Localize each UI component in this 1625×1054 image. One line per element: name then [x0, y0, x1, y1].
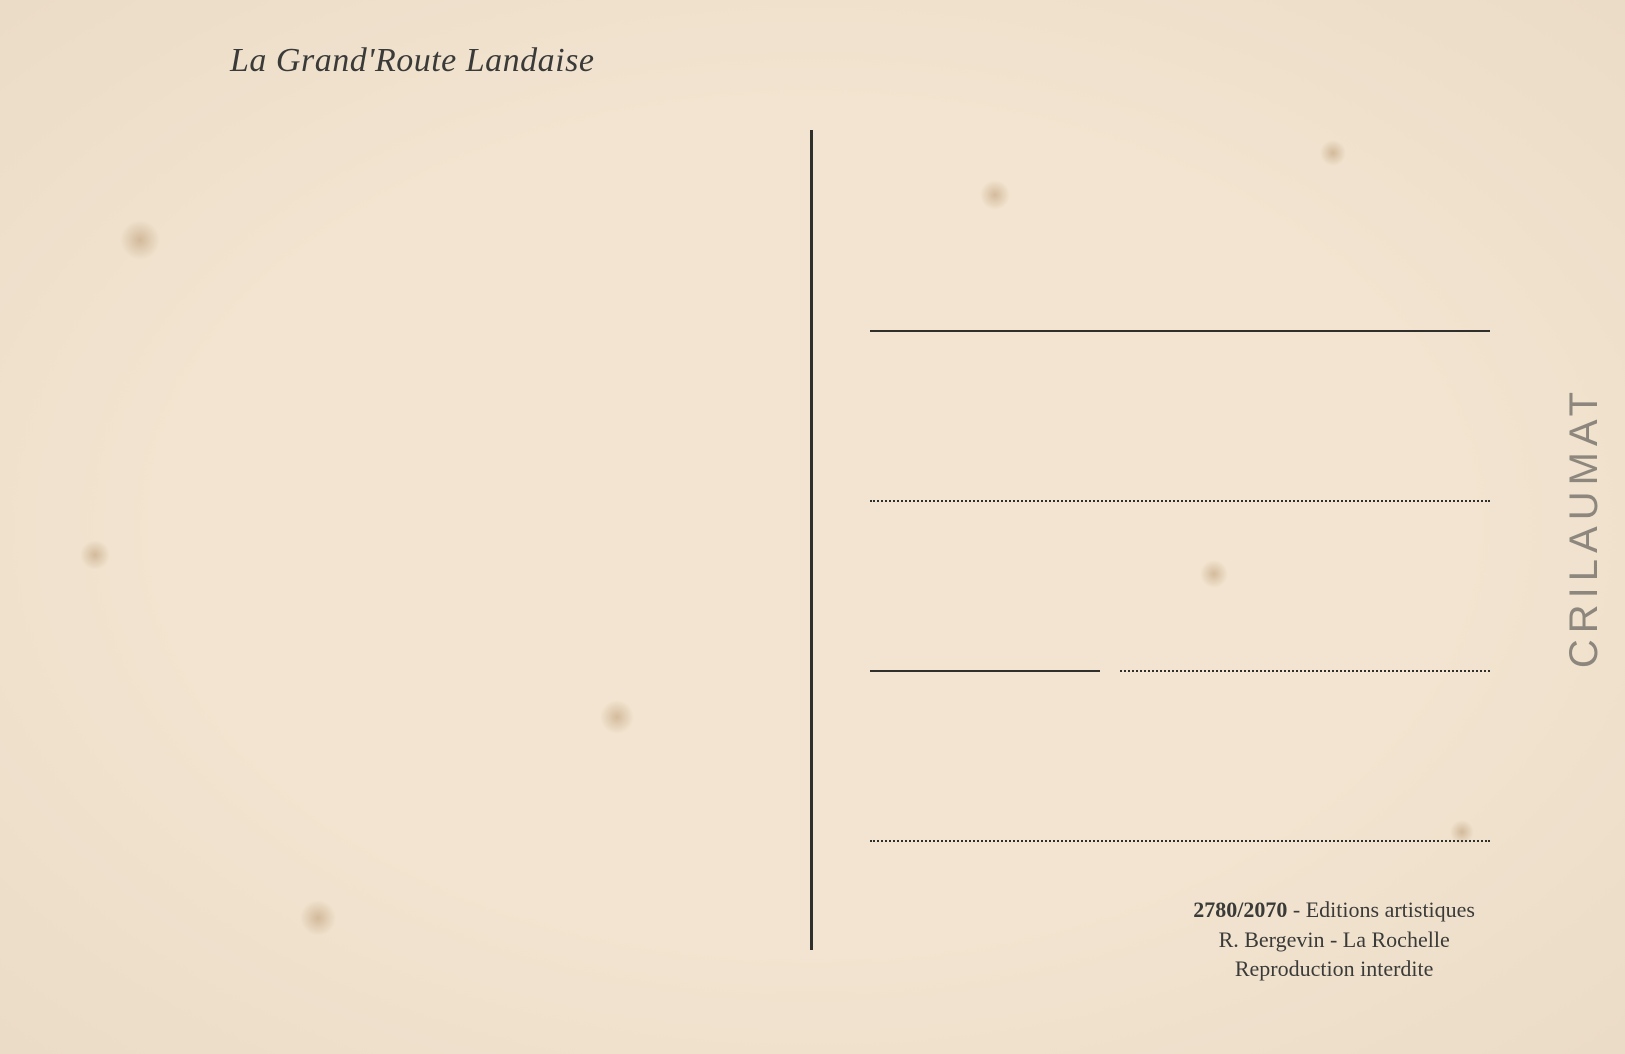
vertical-divider [810, 130, 813, 950]
address-line-4 [1120, 670, 1490, 672]
publisher-line3: Reproduction interdite [1235, 956, 1434, 981]
foxing-spot [600, 700, 634, 734]
publisher-line2: R. Bergevin - La Rochelle [1219, 927, 1450, 952]
postcard-back: La Grand'Route Landaise 2780/2070 - Edit… [0, 0, 1625, 1054]
publisher-line1: - Editions artistiques [1287, 897, 1475, 922]
postcard-title: La Grand'Route Landaise [230, 42, 594, 80]
address-line-3 [870, 670, 1100, 672]
foxing-spot [300, 900, 336, 936]
address-line-1 [870, 330, 1490, 332]
publisher-ref: 2780/2070 [1193, 897, 1287, 922]
foxing-spot [980, 180, 1010, 210]
foxing-spot [1320, 140, 1346, 166]
address-line-2 [870, 500, 1490, 502]
publisher-block: 2780/2070 - Editions artistiques R. Berg… [1193, 895, 1475, 984]
address-line-5 [870, 840, 1490, 842]
foxing-spot [120, 220, 160, 260]
foxing-spot [1200, 560, 1228, 588]
watermark-text: CRILAUMAT [1562, 386, 1607, 668]
foxing-spot [80, 540, 110, 570]
